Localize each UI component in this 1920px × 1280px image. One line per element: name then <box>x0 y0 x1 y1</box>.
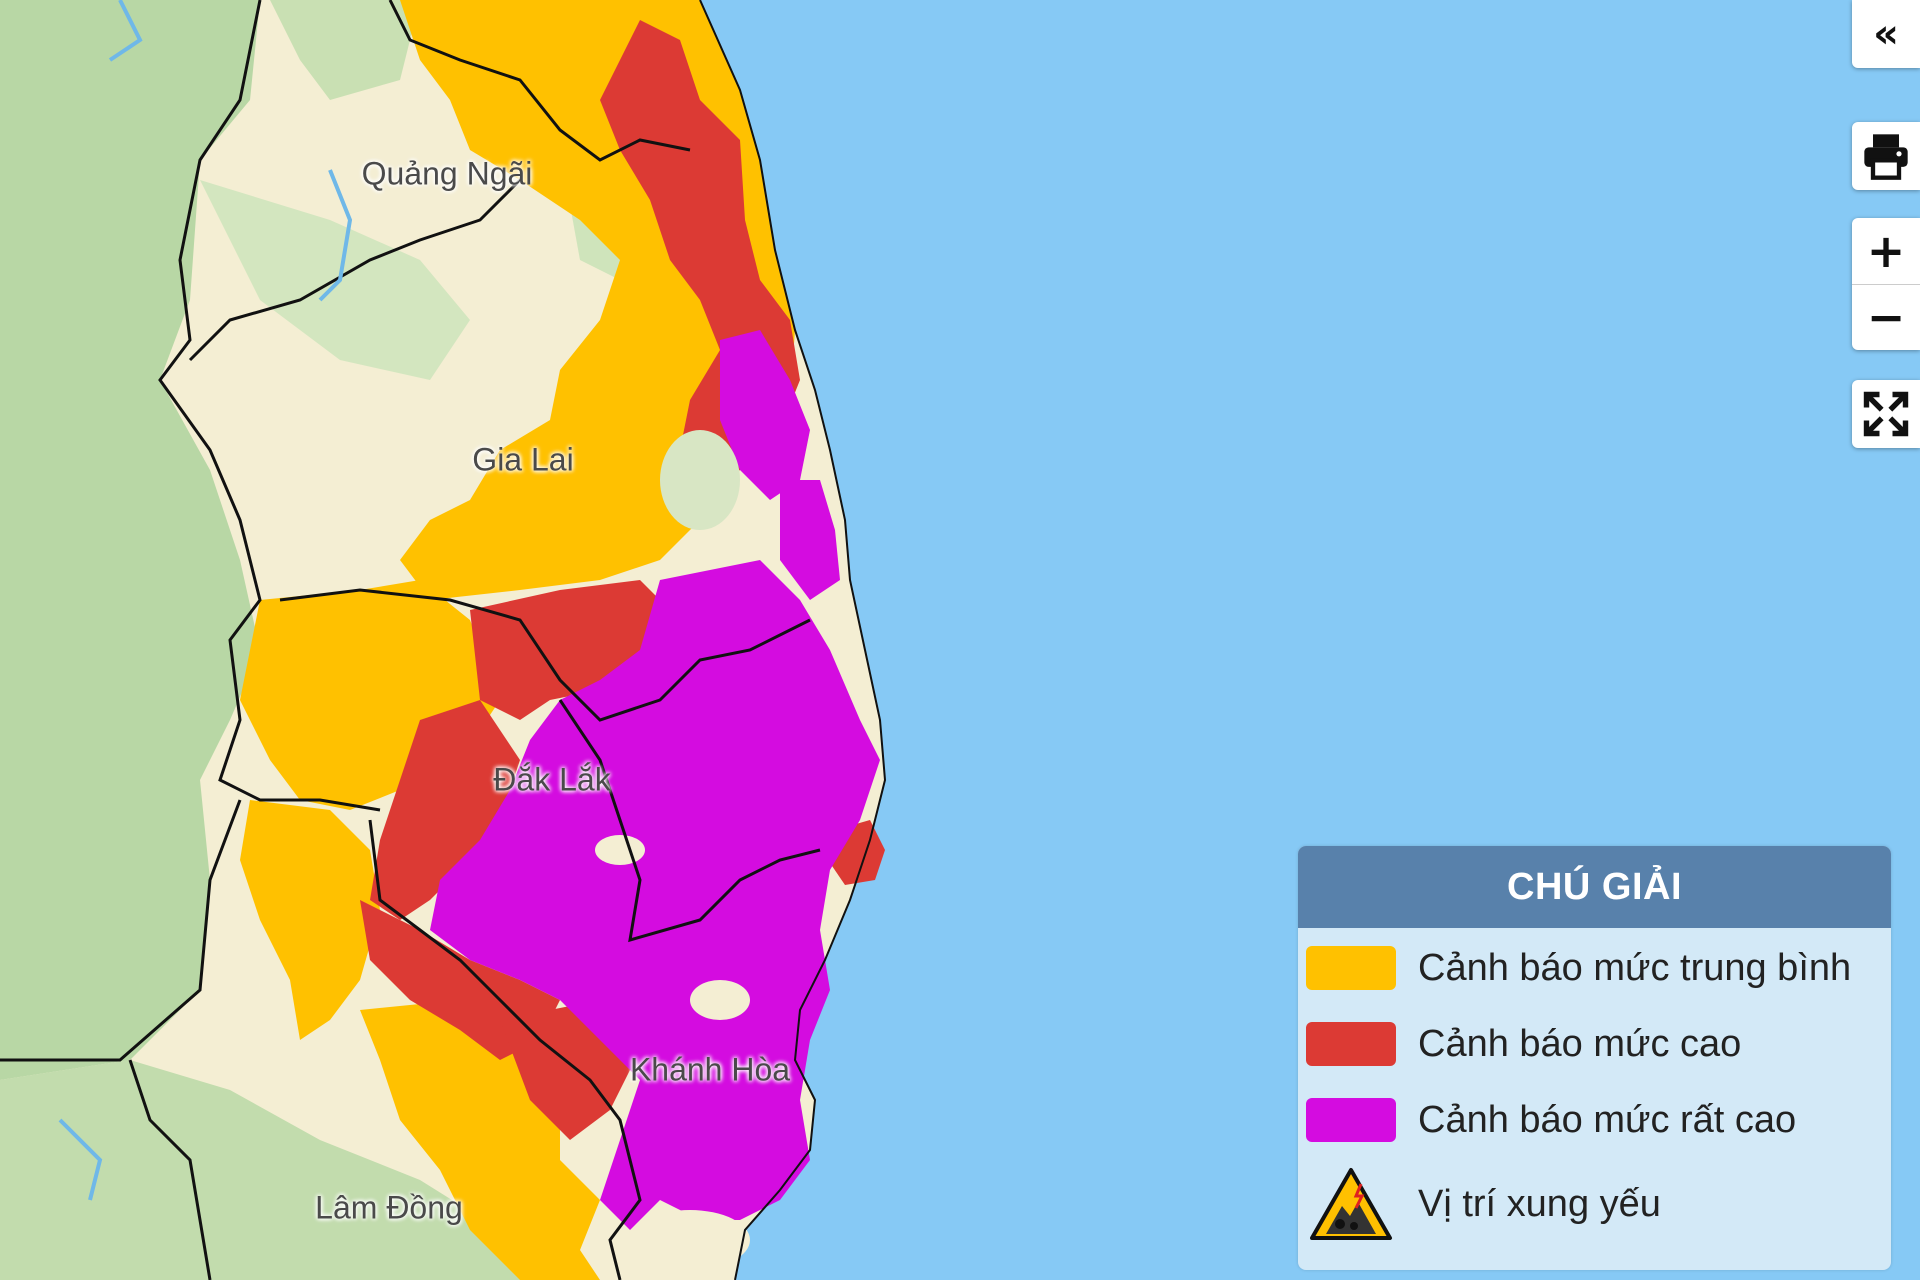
legend-panel: CHÚ GIẢI Cảnh báo mức trung bình Cảnh bá… <box>1298 846 1891 1270</box>
low-risk-pocket <box>595 835 645 865</box>
forest-area-south <box>0 1060 560 1280</box>
warning-high-zone-west <box>370 700 520 920</box>
place-label-dak-lak: Đắk Lắk <box>493 761 611 798</box>
warning-very-high-zone-north <box>720 330 810 500</box>
legend-swatch-high <box>1306 1022 1396 1066</box>
legend-item-vulnerable: Vị trí xung yếu <box>1306 1164 1661 1244</box>
plus-icon: + <box>1866 223 1906 278</box>
place-label-quang-ngai: Quảng Ngãi <box>361 155 533 192</box>
warning-very-high-zone-coast <box>780 480 840 600</box>
legend-label: Cảnh báo mức rất cao <box>1418 1098 1797 1141</box>
legend-label: Cảnh báo mức trung bình <box>1418 946 1852 989</box>
double-chevron-left-icon: « <box>1873 11 1899 57</box>
low-risk-pocket <box>630 1210 750 1270</box>
warning-very-high-zone-main <box>430 560 880 1230</box>
landslide-warning-icon <box>1310 1168 1392 1240</box>
legend-item-very-high: Cảnh báo mức rất cao <box>1306 1098 1796 1142</box>
place-label-lam-dong: Lâm Đồng <box>315 1189 463 1226</box>
forest-area-north <box>270 0 420 100</box>
forest-area-west <box>0 0 260 1080</box>
river <box>58 0 353 1201</box>
fullscreen-button[interactable] <box>1852 380 1920 448</box>
low-risk-pocket <box>690 980 750 1020</box>
warning-medium-zone-southwest <box>240 800 380 1040</box>
legend-item-medium: Cảnh báo mức trung bình <box>1306 946 1851 990</box>
legend-swatch-medium <box>1306 946 1396 990</box>
minus-icon: − <box>1866 290 1906 345</box>
place-label-khanh-hoa: Khánh Hòa <box>629 1051 791 1088</box>
legend-label: Cảnh báo mức cao <box>1418 1022 1742 1065</box>
legend-title: CHÚ GIẢI <box>1298 846 1891 928</box>
legend-label: Vị trí xung yếu <box>1418 1182 1661 1225</box>
warning-high-zone-central <box>470 580 680 720</box>
collapse-panel-button[interactable]: « <box>1852 0 1920 68</box>
province-boundary <box>0 0 821 1280</box>
legend-item-high: Cảnh báo mức cao <box>1306 1022 1741 1066</box>
printer-icon <box>1864 134 1908 180</box>
low-risk-pocket <box>660 430 740 530</box>
legend-swatch-very-high <box>1306 1098 1396 1142</box>
zoom-control: + − <box>1852 218 1920 350</box>
fullscreen-icon <box>1863 391 1909 437</box>
coastline <box>699 0 887 1280</box>
print-button[interactable] <box>1852 122 1920 190</box>
place-label-gia-lai: Gia Lai <box>472 441 574 478</box>
zoom-in-button[interactable]: + <box>1852 218 1920 285</box>
zoom-out-button[interactable]: − <box>1852 285 1920 351</box>
